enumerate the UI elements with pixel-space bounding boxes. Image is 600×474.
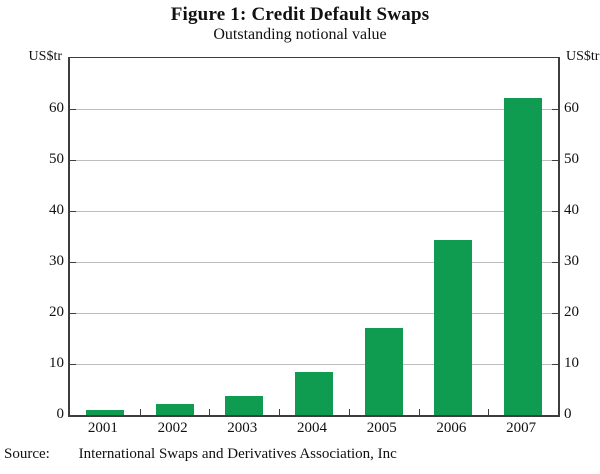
y-tick-right-40: [552, 211, 558, 212]
plot-area: [68, 57, 560, 417]
y-axis-label-right-50: 50: [564, 151, 579, 167]
bar-2007: [504, 97, 543, 415]
y-tick-left-60: [70, 109, 76, 110]
x-axis-label-2001: 2001: [87, 420, 118, 436]
chart-title: Figure 1: Credit Default Swaps: [170, 4, 430, 25]
bar-2006: [434, 239, 473, 415]
x-tick-3: [279, 409, 281, 415]
x-axis-label-2002: 2002: [157, 420, 188, 436]
x-tick-4: [348, 409, 350, 415]
x-axis-label-2007: 2007: [506, 420, 537, 436]
source-text: International Swaps and Derivatives Asso…: [78, 446, 397, 462]
y-axis-label-left-10: 10: [49, 355, 64, 371]
y-axis-label-right-20: 20: [564, 304, 579, 320]
bar-2001: [85, 410, 124, 415]
y-axis-label-left-40: 40: [49, 202, 64, 218]
y-axis-label-left-50: 50: [49, 151, 64, 167]
x-axis-label-2004: 2004: [297, 420, 327, 436]
source-row: Source: International Swaps and Derivati…: [4, 446, 397, 463]
y-axis-label-left-20: 20: [49, 304, 64, 320]
x-axis-label-2006: 2006: [436, 420, 467, 436]
gridline-40: [70, 211, 558, 212]
y-tick-left-40: [70, 211, 76, 212]
x-axis-label-2005: 2005: [366, 420, 397, 436]
x-axis-label-2003: 2003: [227, 420, 258, 436]
y-axis-label-left-0: 0: [56, 406, 65, 422]
bar-2004: [295, 372, 333, 415]
x-tick-2: [209, 409, 211, 415]
y-axis-label-left-60: 60: [49, 100, 64, 116]
y-axis-label-right-60: 60: [564, 100, 579, 116]
y-axis-label-left-30: 30: [49, 253, 64, 269]
y-axis-label-right-0: 0: [564, 406, 572, 422]
x-tick-5: [418, 409, 420, 415]
x-tick-1: [139, 409, 141, 415]
bar-2005: [364, 327, 403, 415]
bar-2003: [225, 395, 264, 415]
bar-2002: [155, 403, 194, 415]
y-tick-right-50: [552, 160, 558, 161]
gridline-10: [70, 364, 558, 365]
source-label: Source:: [4, 446, 50, 462]
y-axis-unit-label-left: US$tr: [28, 49, 62, 64]
gridline-20: [70, 313, 558, 314]
y-tick-left-50: [70, 160, 76, 161]
y-axis-unit-label-right: US$tr: [566, 49, 600, 64]
gridline-60: [70, 109, 558, 110]
y-tick-left-20: [70, 313, 76, 314]
y-axis-label-right-30: 30: [564, 253, 579, 269]
gridline-50: [70, 160, 558, 161]
x-tick-6: [488, 409, 490, 415]
y-tick-left-30: [70, 262, 76, 263]
chart-subtitle: Outstanding notional value: [213, 26, 387, 43]
y-axis-label-right-10: 10: [564, 355, 579, 371]
y-tick-right-20: [552, 313, 558, 314]
y-axis-label-right-40: 40: [564, 202, 579, 218]
gridline-30: [70, 262, 558, 263]
y-tick-right-30: [552, 262, 558, 263]
y-tick-right-10: [552, 364, 558, 365]
y-tick-left-10: [70, 364, 76, 365]
y-tick-right-60: [552, 109, 558, 110]
